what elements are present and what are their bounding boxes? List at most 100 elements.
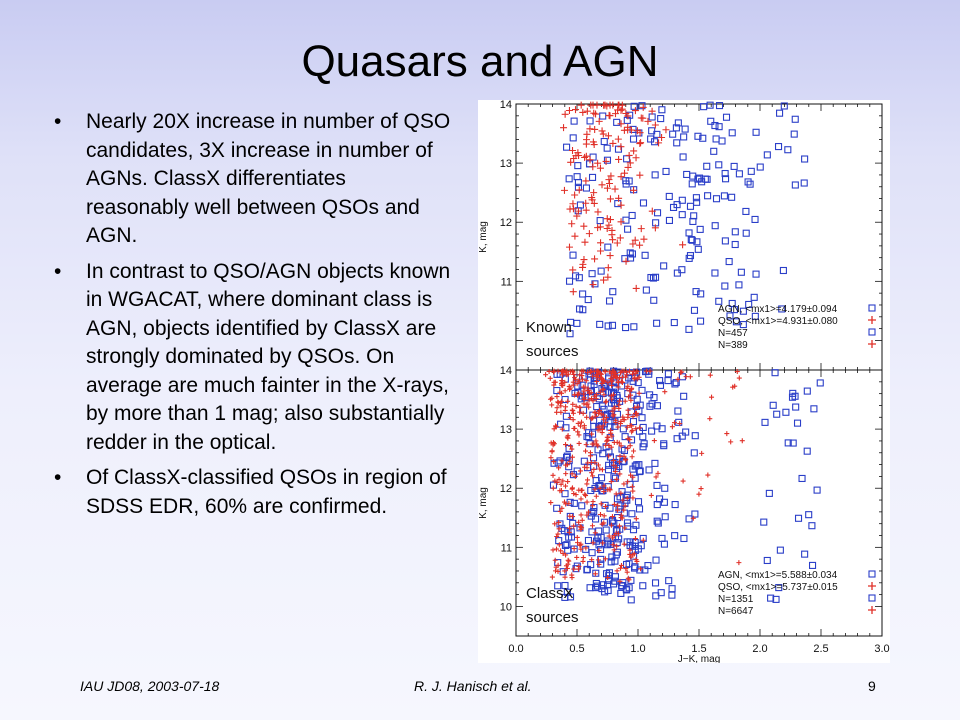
data-point-qso <box>633 426 639 432</box>
data-point-agn <box>622 560 631 568</box>
data-point-qso <box>612 469 618 475</box>
data-point-qso <box>606 252 614 260</box>
data-point-qso <box>580 410 586 416</box>
data-point-qso <box>556 465 562 471</box>
data-point-agn <box>641 251 649 259</box>
data-point-qso <box>563 442 569 448</box>
data-point-agn <box>660 540 668 548</box>
data-point-agn <box>782 408 790 416</box>
data-point-qso <box>573 403 579 409</box>
data-point-qso <box>599 130 607 138</box>
data-point-agn <box>648 113 656 121</box>
data-point-agn <box>579 290 587 298</box>
data-point-agn <box>613 118 621 126</box>
data-point-qso <box>601 483 607 489</box>
data-point-qso <box>550 485 556 491</box>
data-point-qso <box>613 465 619 471</box>
data-point-qso <box>605 221 613 229</box>
data-point-qso <box>638 566 644 572</box>
data-point-qso <box>571 191 579 199</box>
data-point-qso <box>562 568 568 574</box>
data-point-agn <box>636 566 644 574</box>
data-point-agn <box>583 566 591 574</box>
data-point-qso <box>597 239 605 247</box>
data-point-qso <box>632 536 638 542</box>
data-point-qso <box>572 392 578 398</box>
data-point-qso <box>627 547 633 553</box>
data-point-qso <box>618 370 624 376</box>
legend-entry: QSO, <mx1>=4.931±0.080 <box>718 316 838 327</box>
data-point-qso <box>579 263 587 271</box>
legend-marker <box>868 570 876 578</box>
data-point-agn <box>586 117 594 125</box>
data-point-agn <box>710 147 718 155</box>
data-point-qso <box>563 563 569 569</box>
data-point-agn <box>629 135 638 143</box>
data-point-qso <box>637 425 643 431</box>
data-point-qso <box>589 431 595 437</box>
data-point-qso <box>655 470 661 476</box>
data-point-agn <box>678 196 686 204</box>
data-point-qso <box>624 163 632 171</box>
data-point-qso <box>598 127 606 135</box>
data-point-qso <box>560 368 566 374</box>
data-point-agn <box>664 377 672 385</box>
data-point-agn <box>561 541 570 550</box>
data-point-qso <box>621 481 627 487</box>
data-point-qso <box>551 369 557 375</box>
legend-marker <box>868 594 876 602</box>
data-point-qso <box>579 376 585 382</box>
data-point-agn <box>605 297 614 305</box>
data-point-agn <box>816 379 824 387</box>
data-point-qso <box>615 424 621 430</box>
data-point-agn <box>657 589 665 597</box>
data-point-agn <box>652 556 660 564</box>
data-point-qso <box>559 378 565 384</box>
data-point-qso <box>635 404 641 410</box>
data-point-qso <box>617 471 623 477</box>
data-point-agn <box>680 133 688 141</box>
data-point-qso <box>724 431 730 437</box>
data-point-qso <box>548 455 554 461</box>
data-point-agn <box>711 269 719 277</box>
data-point-qso <box>600 416 606 422</box>
x-axis-label: J−K, mag <box>678 654 721 663</box>
data-point-qso <box>630 414 636 420</box>
data-point-agn <box>634 379 642 387</box>
data-point-qso <box>736 375 742 381</box>
data-point-agn <box>810 405 818 413</box>
data-point-qso <box>577 101 585 109</box>
data-point-qso <box>609 382 615 388</box>
data-point-qso <box>604 264 612 272</box>
data-point-qso <box>558 409 564 415</box>
data-point-agn <box>685 515 693 523</box>
data-point-qso <box>576 432 582 438</box>
data-point-agn <box>646 402 654 410</box>
data-point-qso <box>570 379 576 385</box>
data-point-agn <box>585 433 593 441</box>
data-point-qso <box>675 376 681 382</box>
data-point-qso <box>608 522 614 528</box>
data-point-agn <box>674 119 682 127</box>
page-number: 9 <box>868 678 876 694</box>
data-point-qso <box>561 110 569 118</box>
data-point-agn <box>661 484 669 492</box>
data-point-qso <box>622 110 630 118</box>
data-point-qso <box>582 152 590 160</box>
data-point-qso <box>558 488 564 494</box>
data-point-qso <box>615 379 621 385</box>
data-point-qso <box>600 276 608 284</box>
data-point-qso <box>550 472 556 478</box>
data-point-agn <box>745 300 753 309</box>
data-point-qso <box>569 446 575 452</box>
data-point-qso <box>608 479 614 485</box>
data-point-qso <box>582 206 590 214</box>
data-point-agn <box>691 510 699 518</box>
data-point-agn <box>578 502 586 510</box>
data-point-qso <box>555 399 561 405</box>
data-point-qso <box>591 441 597 447</box>
data-point-qso <box>577 409 583 415</box>
data-point-agn <box>589 153 597 161</box>
data-point-agn <box>678 211 686 219</box>
data-point-agn <box>593 403 601 411</box>
